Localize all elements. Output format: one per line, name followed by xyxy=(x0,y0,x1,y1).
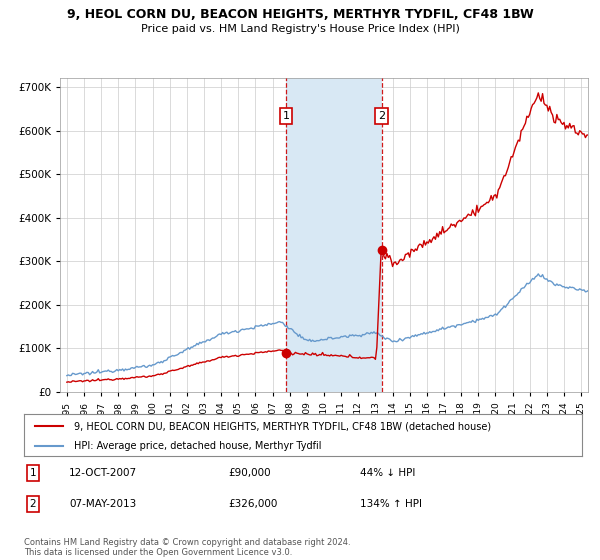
Text: Price paid vs. HM Land Registry's House Price Index (HPI): Price paid vs. HM Land Registry's House … xyxy=(140,24,460,34)
Text: Contains HM Land Registry data © Crown copyright and database right 2024.
This d: Contains HM Land Registry data © Crown c… xyxy=(24,538,350,557)
Text: 1: 1 xyxy=(283,111,290,121)
Text: 2: 2 xyxy=(29,499,37,509)
Text: £326,000: £326,000 xyxy=(228,499,277,509)
Text: 134% ↑ HPI: 134% ↑ HPI xyxy=(360,499,422,509)
Text: 2: 2 xyxy=(378,111,385,121)
Text: 12-OCT-2007: 12-OCT-2007 xyxy=(69,468,137,478)
Text: 1: 1 xyxy=(29,468,37,478)
Text: 07-MAY-2013: 07-MAY-2013 xyxy=(69,499,136,509)
Text: 44% ↓ HPI: 44% ↓ HPI xyxy=(360,468,415,478)
Text: 9, HEOL CORN DU, BEACON HEIGHTS, MERTHYR TYDFIL, CF48 1BW: 9, HEOL CORN DU, BEACON HEIGHTS, MERTHYR… xyxy=(67,8,533,21)
Text: HPI: Average price, detached house, Merthyr Tydfil: HPI: Average price, detached house, Mert… xyxy=(74,441,322,451)
Bar xyxy=(286,78,382,392)
Text: £90,000: £90,000 xyxy=(228,468,271,478)
Text: 9, HEOL CORN DU, BEACON HEIGHTS, MERTHYR TYDFIL, CF48 1BW (detached house): 9, HEOL CORN DU, BEACON HEIGHTS, MERTHYR… xyxy=(74,421,491,431)
